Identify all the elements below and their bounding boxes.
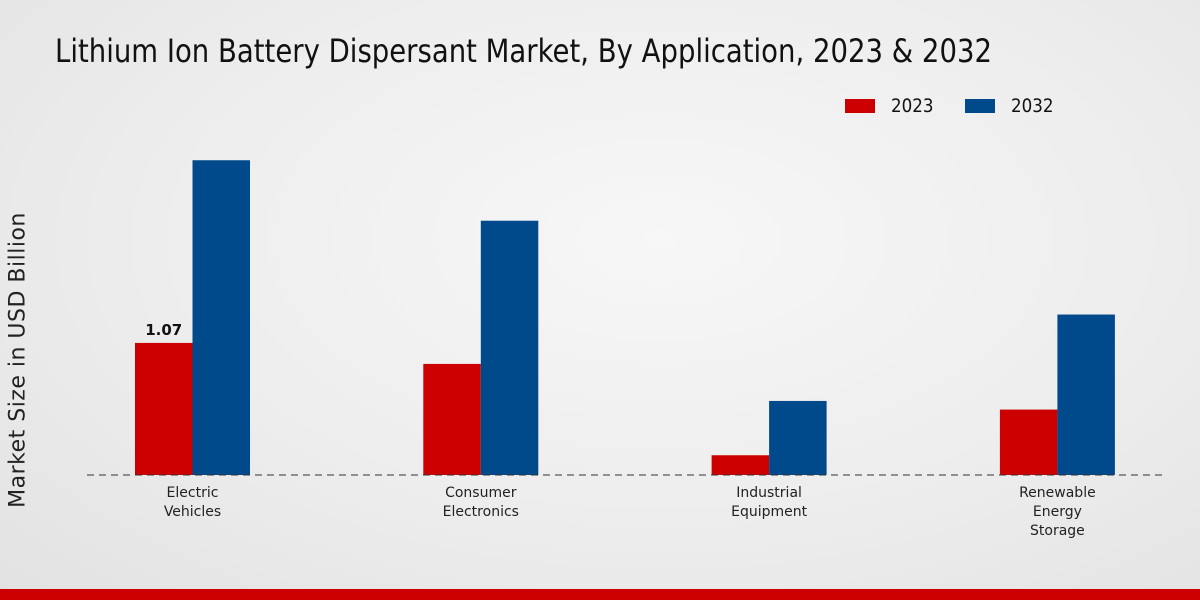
x-tick-label: Renewable Energy Storage: [1019, 485, 1096, 539]
bar-2023-renewable-energy-storage: [999, 409, 1058, 475]
bar-2023-industrial-equipment: [711, 455, 770, 475]
bar-2023-electric-vehicles: [135, 342, 193, 475]
bar-2023-consumer-electronics: [423, 363, 481, 475]
data-label: 1.07: [145, 321, 182, 339]
legend-swatch-2023: [845, 99, 875, 113]
chart-title: Lithium Ion Battery Dispersant Market, B…: [55, 32, 992, 70]
bar-2032-industrial-equipment: [769, 400, 827, 475]
x-tick-label: Industrial Equipment: [731, 485, 808, 520]
bar-2032-electric-vehicles: [192, 160, 250, 475]
legend-label-2023: 2023: [891, 95, 934, 117]
bar-2032-renewable-energy-storage: [1057, 314, 1115, 475]
x-tick-label: Consumer Electronics: [443, 485, 519, 520]
legend-swatch-2032: [965, 99, 995, 113]
legend-label-2032: 2032: [1011, 95, 1054, 117]
footer-bar: [0, 589, 1200, 600]
x-tick-label: Electric Vehicles: [164, 485, 221, 520]
bar-2032-consumer-electronics: [480, 220, 539, 475]
